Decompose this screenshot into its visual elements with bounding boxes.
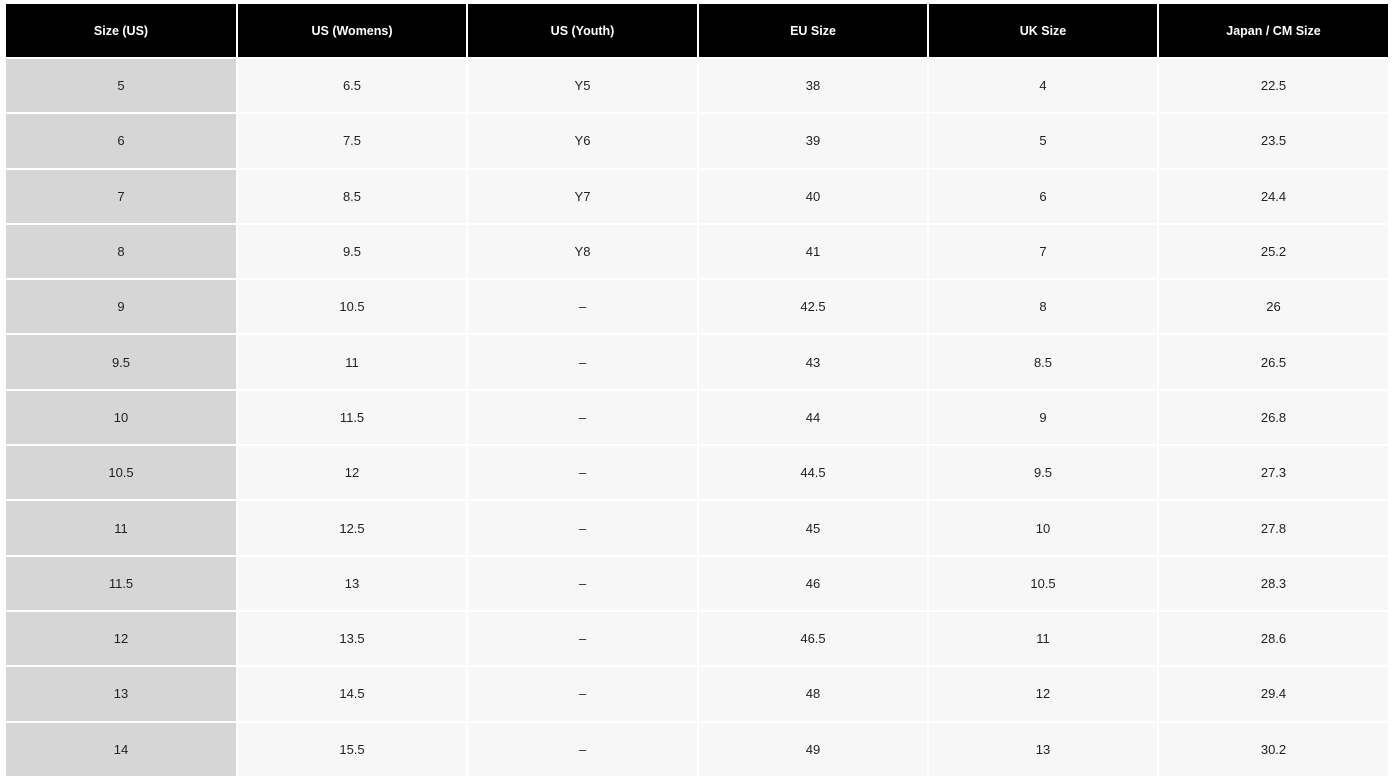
table-cell: 12 bbox=[238, 446, 466, 500]
row-label-cell: 13 bbox=[6, 667, 236, 721]
table-cell: 43 bbox=[699, 335, 927, 389]
table-cell: – bbox=[468, 556, 697, 610]
header-cell: US (Womens) bbox=[238, 4, 466, 57]
table-cell: 46 bbox=[699, 556, 927, 610]
table-cell: – bbox=[468, 390, 697, 445]
table-cell: 10.5 bbox=[929, 556, 1157, 610]
table-cell: Y8 bbox=[468, 224, 697, 279]
table-cell: 7 bbox=[929, 224, 1157, 279]
table-cell: 24.4 bbox=[1159, 169, 1388, 223]
row-label-cell: 11 bbox=[6, 501, 236, 555]
header-cell: UK Size bbox=[929, 4, 1157, 57]
row-label-cell: 8 bbox=[6, 224, 236, 279]
table-cell: 46.5 bbox=[699, 611, 927, 666]
table-cell: 27.3 bbox=[1159, 446, 1388, 500]
table-cell: 29.4 bbox=[1159, 667, 1388, 721]
table-cell: 48 bbox=[699, 667, 927, 721]
table-cell: 26 bbox=[1159, 280, 1388, 334]
table-cell: 27.8 bbox=[1159, 501, 1388, 555]
table-cell: 41 bbox=[699, 224, 927, 279]
row-label-cell: 10 bbox=[6, 390, 236, 445]
row-label-cell: 9.5 bbox=[6, 335, 236, 389]
row-label-cell: 11.5 bbox=[6, 556, 236, 610]
row-label-cell: 10.5 bbox=[6, 446, 236, 500]
table-cell: 28.6 bbox=[1159, 611, 1388, 666]
table-cell: 26.5 bbox=[1159, 335, 1388, 389]
row-label-cell: 14 bbox=[6, 722, 236, 776]
table-cell: Y6 bbox=[468, 114, 697, 168]
table-cell: 25.2 bbox=[1159, 224, 1388, 279]
table-cell: – bbox=[468, 611, 697, 666]
table-cell: – bbox=[468, 280, 697, 334]
table-cell: 30.2 bbox=[1159, 722, 1388, 776]
table-cell: 7.5 bbox=[238, 114, 466, 168]
header-cell: US (Youth) bbox=[468, 4, 697, 57]
table-cell: 9 bbox=[929, 390, 1157, 445]
table-cell: 11.5 bbox=[238, 390, 466, 445]
table-cell: 8 bbox=[929, 280, 1157, 334]
table-cell: 12.5 bbox=[238, 501, 466, 555]
header-cell: Size (US) bbox=[6, 4, 236, 57]
table-cell: 6 bbox=[929, 169, 1157, 223]
table-cell: Y7 bbox=[468, 169, 697, 223]
table-cell: – bbox=[468, 722, 697, 776]
table-cell: 15.5 bbox=[238, 722, 466, 776]
size-table: Size (US) US (Womens) US (Youth) EU Size UK … bbox=[6, 4, 1388, 776]
table-cell: – bbox=[468, 335, 697, 389]
table-cell: 13 bbox=[929, 722, 1157, 776]
table-cell: 8.5 bbox=[238, 169, 466, 223]
table-cell: 5 bbox=[929, 114, 1157, 168]
table-cell: 28.3 bbox=[1159, 556, 1388, 610]
table-cell: 6.5 bbox=[238, 59, 466, 113]
table-cell: 4 bbox=[929, 59, 1157, 113]
table-cell: 13.5 bbox=[238, 611, 466, 666]
table-cell: 10 bbox=[929, 501, 1157, 555]
table-cell: – bbox=[468, 446, 697, 500]
table-cell: 22.5 bbox=[1159, 59, 1388, 113]
header-cell: EU Size bbox=[699, 4, 927, 57]
table-cell: 11 bbox=[929, 611, 1157, 666]
table-cell: 12 bbox=[929, 667, 1157, 721]
table-cell: – bbox=[468, 501, 697, 555]
table-cell: 11 bbox=[238, 335, 466, 389]
table-cell: 9.5 bbox=[238, 224, 466, 279]
table-cell: 39 bbox=[699, 114, 927, 168]
table-cell: 9.5 bbox=[929, 446, 1157, 500]
table-cell: 23.5 bbox=[1159, 114, 1388, 168]
table-cell: 8.5 bbox=[929, 335, 1157, 389]
table-cell: 45 bbox=[699, 501, 927, 555]
row-label-cell: 12 bbox=[6, 611, 236, 666]
table-cell: 14.5 bbox=[238, 667, 466, 721]
row-label-cell: 5 bbox=[6, 59, 236, 113]
table-cell: 26.8 bbox=[1159, 390, 1388, 445]
row-label-cell: 6 bbox=[6, 114, 236, 168]
table-cell: Y5 bbox=[468, 59, 697, 113]
table-cell: 10.5 bbox=[238, 280, 466, 334]
table-cell: 38 bbox=[699, 59, 927, 113]
table-cell: 44 bbox=[699, 390, 927, 445]
table-cell: – bbox=[468, 667, 697, 721]
table-cell: 49 bbox=[699, 722, 927, 776]
row-label-cell: 7 bbox=[6, 169, 236, 223]
header-cell: Japan / CM Size bbox=[1159, 4, 1388, 57]
table-cell: 13 bbox=[238, 556, 466, 610]
table-cell: 42.5 bbox=[699, 280, 927, 334]
row-label-cell: 9 bbox=[6, 280, 236, 334]
table-cell: 40 bbox=[699, 169, 927, 223]
table-cell: 44.5 bbox=[699, 446, 927, 500]
